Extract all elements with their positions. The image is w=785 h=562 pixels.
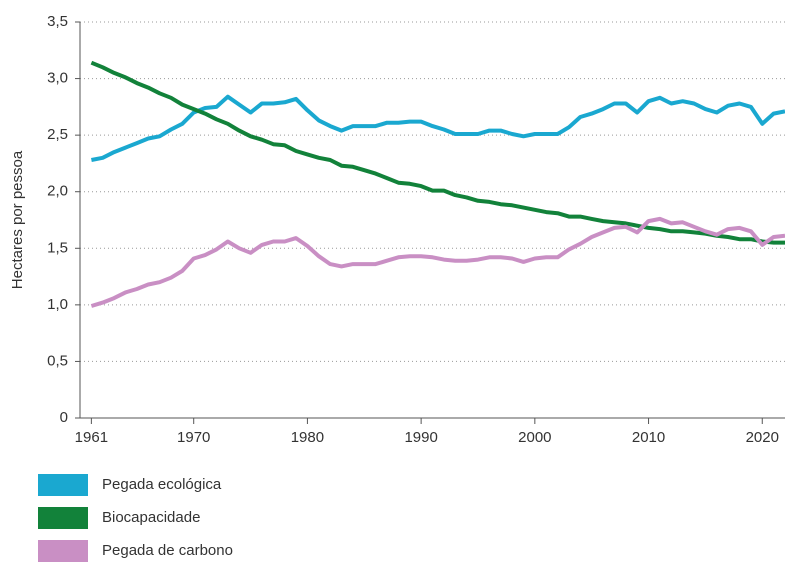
x-tick-label: 1961 [75,429,108,446]
legend-swatch [38,540,88,562]
series-line [90,216,785,308]
y-tick-label: 0,5 [47,352,68,369]
y-tick-label: 3,5 [47,13,68,30]
y-tick-label: 1,0 [47,296,68,313]
y-tick-label: 2,0 [47,183,68,200]
x-tick-label: 1970 [177,429,210,446]
legend-label: Pegada de carbono [102,542,233,559]
x-tick-label: 2020 [746,429,779,446]
y-tick-label: 3,0 [47,70,68,87]
legend-swatch [38,507,88,529]
legend-label: Biocapacidade [102,509,200,526]
x-tick-label: 1990 [404,429,437,446]
series-line [91,94,785,162]
y-axis-label: Hectares por pessoa [9,150,26,289]
series-line [90,60,785,245]
x-tick-label: 2010 [632,429,665,446]
y-tick-label: 0 [60,409,68,426]
legend-label: Pegada ecológica [102,476,222,493]
x-tick-label: 1980 [291,429,324,446]
x-tick-label: 2000 [518,429,551,446]
y-tick-label: 2,5 [47,126,68,143]
legend-swatch [38,474,88,496]
y-tick-label: 1,5 [47,239,68,256]
